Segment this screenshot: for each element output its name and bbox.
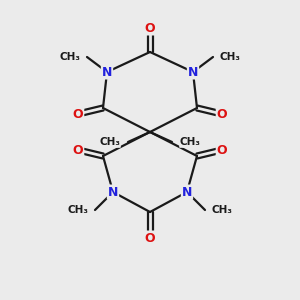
Text: N: N bbox=[102, 65, 112, 79]
Text: CH₃: CH₃ bbox=[180, 137, 201, 147]
Text: N: N bbox=[182, 185, 192, 199]
Text: O: O bbox=[217, 143, 227, 157]
Text: O: O bbox=[145, 232, 155, 244]
Text: CH₃: CH₃ bbox=[68, 205, 89, 215]
Text: CH₃: CH₃ bbox=[211, 205, 232, 215]
Text: O: O bbox=[145, 22, 155, 34]
Text: O: O bbox=[217, 107, 227, 121]
Text: CH₃: CH₃ bbox=[60, 52, 81, 62]
Text: CH₃: CH₃ bbox=[99, 137, 120, 147]
Text: CH₃: CH₃ bbox=[219, 52, 240, 62]
Text: O: O bbox=[73, 107, 83, 121]
Text: N: N bbox=[188, 65, 198, 79]
Text: O: O bbox=[73, 143, 83, 157]
Text: N: N bbox=[108, 185, 118, 199]
